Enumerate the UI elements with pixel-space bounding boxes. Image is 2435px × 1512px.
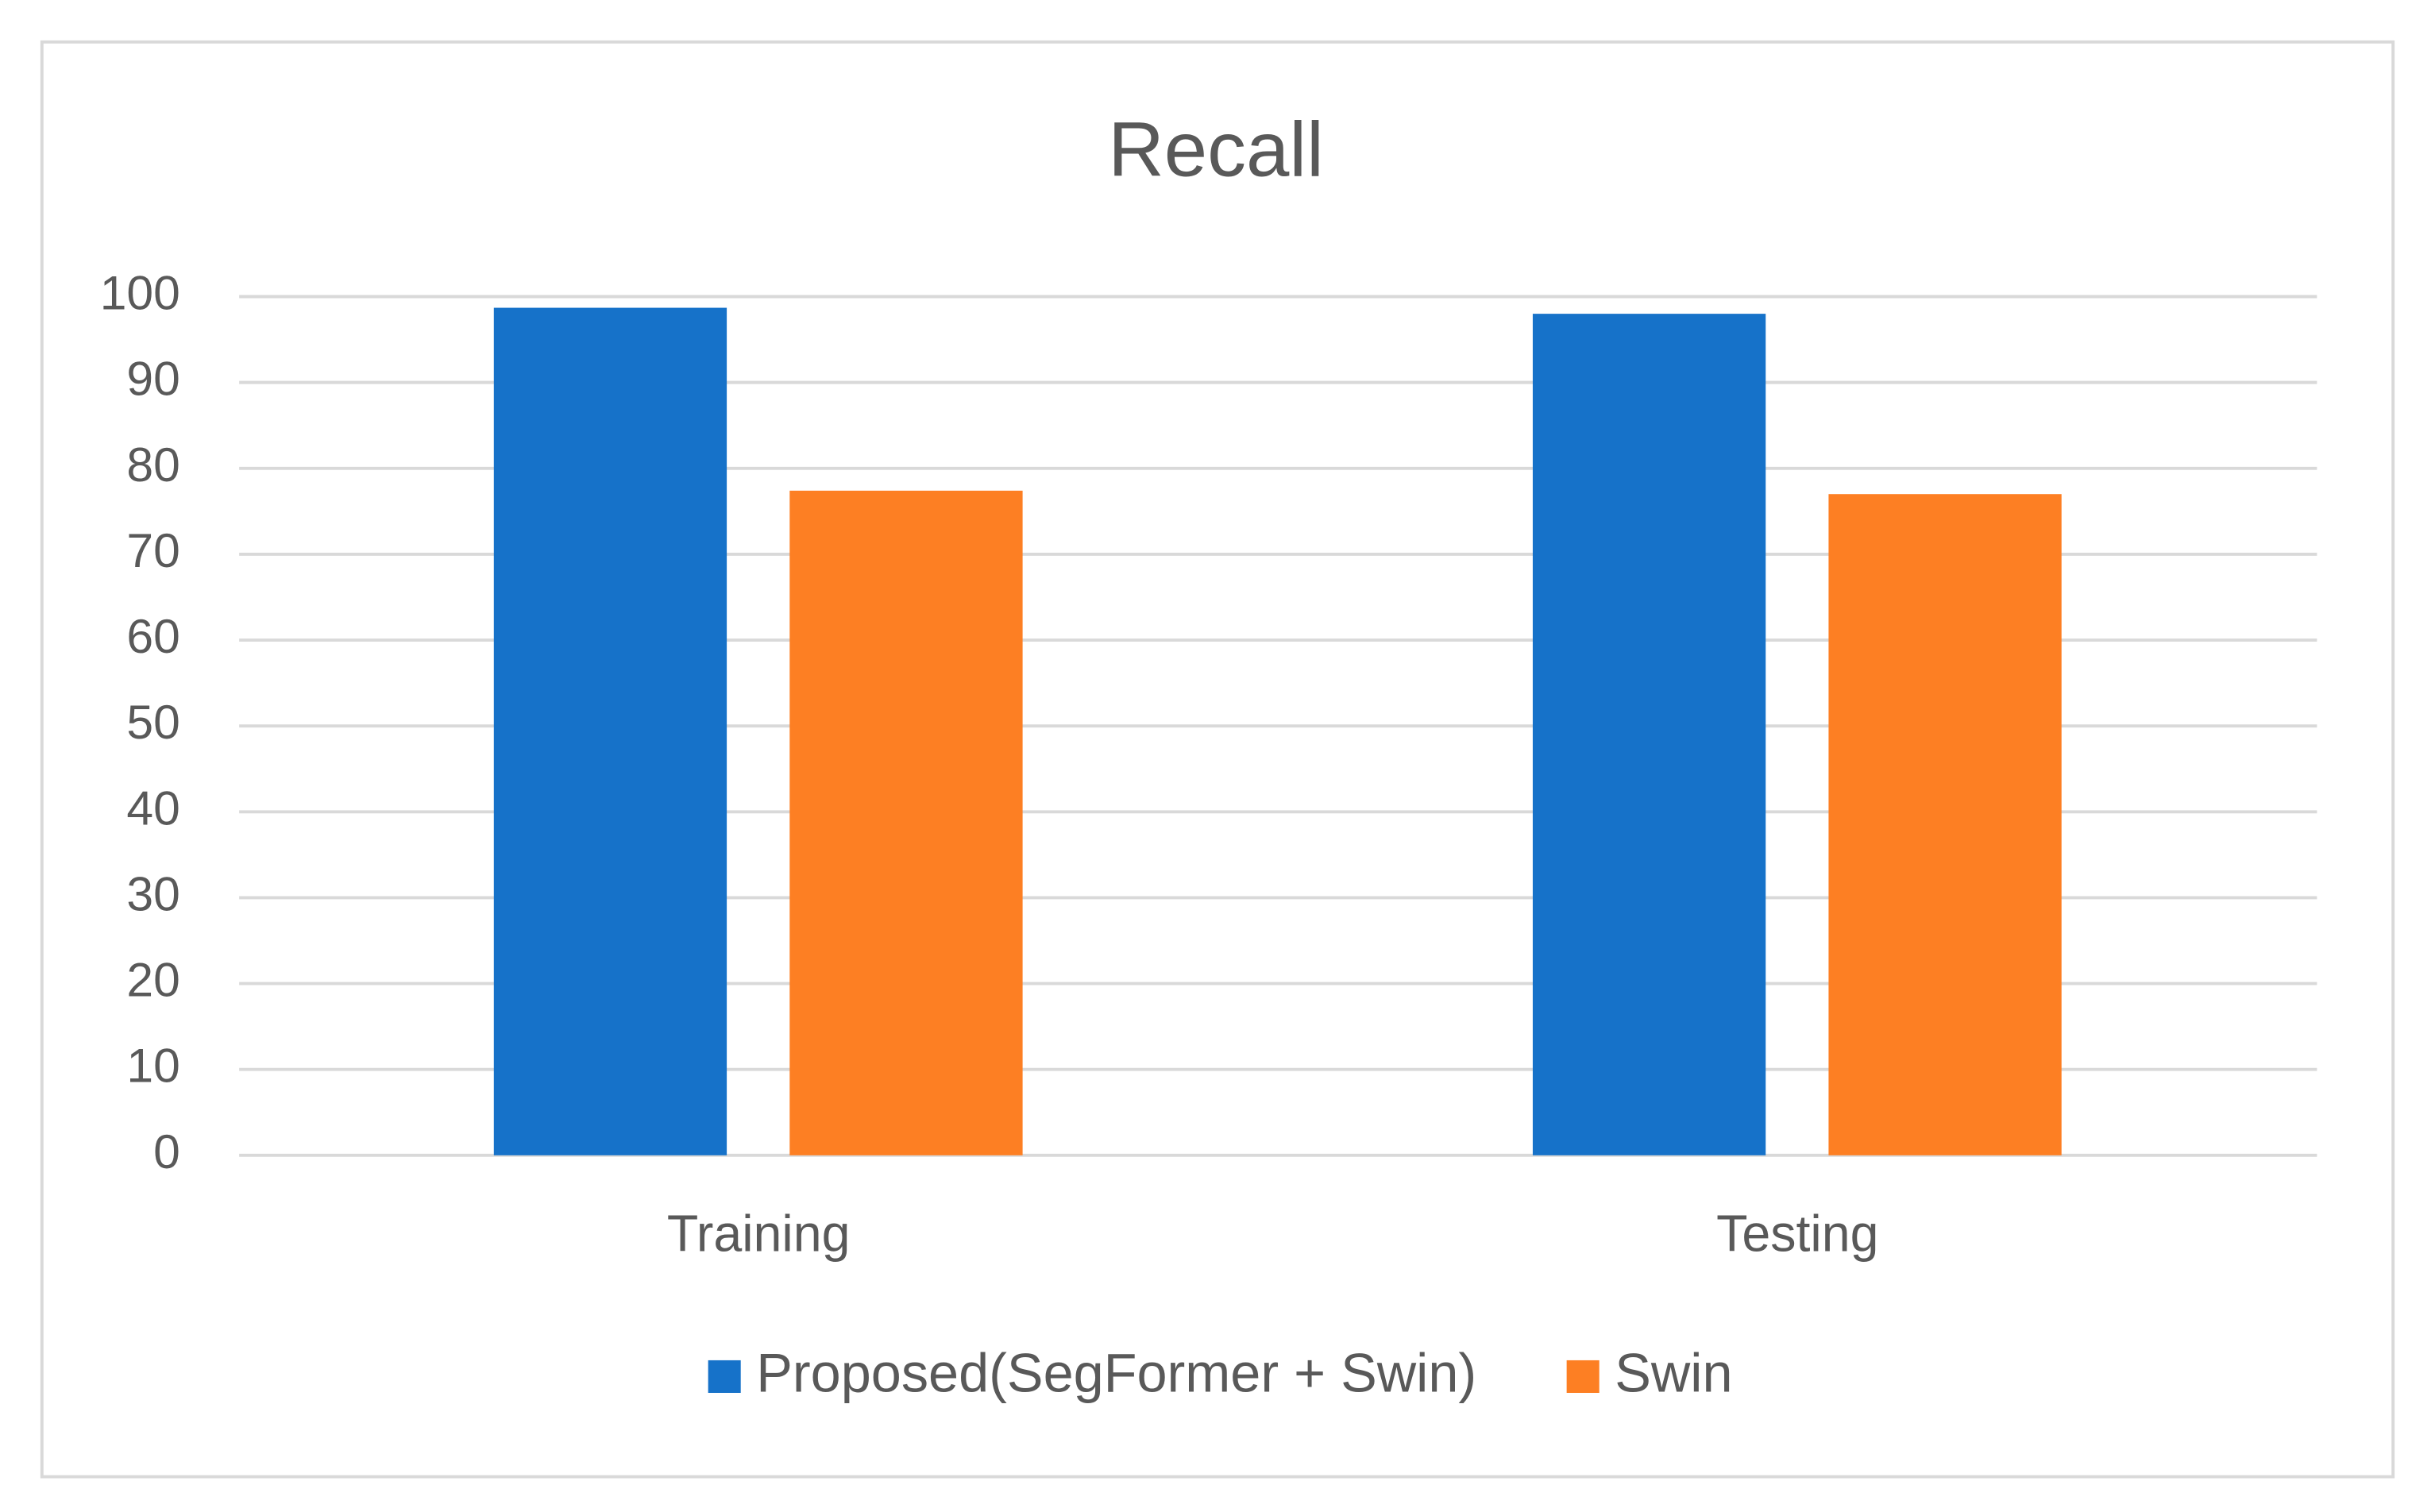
legend-label: Swin — [1615, 1343, 1732, 1404]
x-tick-label: Testing — [1716, 1205, 1878, 1263]
y-tick-label: 30 — [126, 866, 179, 920]
y-tick-label: 50 — [126, 695, 179, 749]
bar — [493, 307, 727, 1155]
y-tick-label: 10 — [126, 1039, 179, 1093]
legend-label: Proposed(SegFormer + Swin) — [756, 1343, 1476, 1404]
y-tick-label: 70 — [126, 523, 179, 577]
bar — [1532, 314, 1766, 1155]
y-tick-label: 40 — [126, 781, 179, 835]
bar — [789, 490, 1023, 1155]
y-tick-label: 20 — [126, 953, 179, 1007]
x-tick-label: Training — [667, 1205, 851, 1263]
y-tick-label: 0 — [153, 1124, 180, 1178]
legend-swatch — [708, 1360, 741, 1393]
y-tick-label: 90 — [126, 352, 179, 406]
y-tick-label: 100 — [100, 266, 180, 320]
y-tick-label: 80 — [126, 438, 179, 492]
chart-title: Recall — [1108, 106, 1324, 192]
bar — [1828, 494, 2062, 1155]
legend-swatch — [1566, 1360, 1600, 1393]
y-tick-label: 60 — [126, 609, 179, 663]
